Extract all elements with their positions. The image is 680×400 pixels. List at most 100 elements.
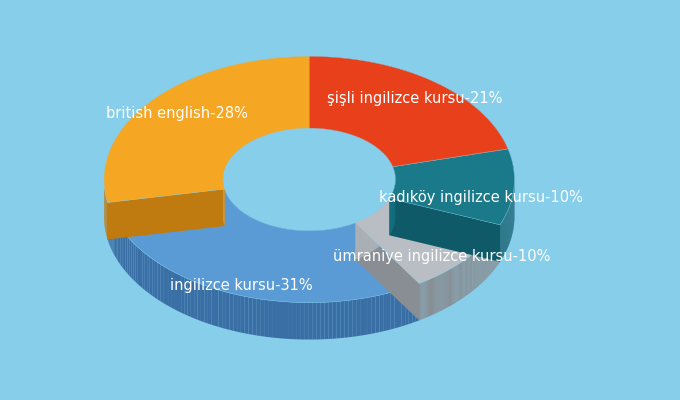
Polygon shape [152,259,155,298]
Polygon shape [460,262,461,300]
Polygon shape [245,214,247,252]
Polygon shape [234,204,235,242]
Polygon shape [205,285,208,324]
Polygon shape [318,230,319,268]
Polygon shape [297,230,299,267]
Polygon shape [478,249,479,286]
Polygon shape [309,56,508,167]
Polygon shape [284,228,286,266]
Polygon shape [329,229,330,266]
Polygon shape [280,301,284,339]
Polygon shape [129,239,131,278]
Polygon shape [356,299,360,336]
Polygon shape [435,276,436,314]
Polygon shape [316,230,318,268]
Polygon shape [433,277,434,314]
Polygon shape [166,268,169,306]
Polygon shape [238,208,239,246]
Polygon shape [456,265,458,302]
Polygon shape [322,230,324,267]
Polygon shape [330,229,333,266]
Polygon shape [295,230,297,267]
Polygon shape [172,271,175,310]
Polygon shape [402,288,405,326]
Polygon shape [475,252,476,289]
Polygon shape [324,302,328,339]
Polygon shape [428,280,429,317]
Polygon shape [253,218,254,256]
Polygon shape [483,244,484,281]
Polygon shape [441,273,442,311]
Polygon shape [471,255,472,292]
Polygon shape [438,275,439,312]
Polygon shape [335,228,337,265]
Polygon shape [327,230,329,266]
Polygon shape [245,296,248,334]
Polygon shape [443,272,444,310]
Text: british english-28%: british english-28% [106,106,248,121]
Polygon shape [352,299,356,337]
Polygon shape [288,229,290,266]
Polygon shape [290,230,292,267]
Polygon shape [233,203,234,241]
Polygon shape [320,230,322,267]
Polygon shape [356,198,500,284]
Polygon shape [241,296,245,333]
Polygon shape [112,214,114,254]
Polygon shape [337,301,341,338]
Polygon shape [459,263,460,300]
Polygon shape [309,56,508,167]
Polygon shape [124,232,126,272]
Polygon shape [119,226,120,265]
Polygon shape [452,268,453,305]
Polygon shape [339,227,340,265]
Polygon shape [390,149,515,225]
Polygon shape [281,228,282,265]
Polygon shape [387,292,390,330]
Polygon shape [261,222,262,260]
Polygon shape [118,224,119,263]
Polygon shape [474,252,475,290]
Polygon shape [461,262,462,299]
Polygon shape [345,226,347,263]
Polygon shape [360,298,364,336]
Polygon shape [250,217,252,254]
Polygon shape [449,269,450,306]
Polygon shape [301,230,302,268]
Polygon shape [230,200,231,238]
Polygon shape [142,251,145,290]
Polygon shape [257,220,258,258]
Polygon shape [109,207,110,246]
Polygon shape [264,223,265,260]
Polygon shape [110,210,112,249]
Polygon shape [237,208,238,246]
Polygon shape [398,290,402,328]
Polygon shape [454,266,455,304]
Polygon shape [432,278,433,315]
Polygon shape [287,229,288,266]
Polygon shape [208,286,211,325]
Polygon shape [375,295,379,333]
Polygon shape [120,228,122,267]
Polygon shape [115,219,116,258]
Polygon shape [107,189,419,303]
Polygon shape [267,224,268,262]
Polygon shape [356,223,419,320]
Polygon shape [302,231,304,268]
Polygon shape [446,271,447,308]
Polygon shape [462,261,464,298]
Polygon shape [480,247,481,284]
Polygon shape [160,264,163,303]
Polygon shape [276,301,280,338]
Polygon shape [320,302,324,339]
Polygon shape [108,205,109,244]
Polygon shape [445,271,446,309]
Polygon shape [131,241,133,280]
Polygon shape [424,281,426,318]
Polygon shape [324,230,326,267]
Polygon shape [453,267,454,304]
Polygon shape [465,259,466,296]
Polygon shape [163,266,166,305]
Polygon shape [284,302,288,339]
Polygon shape [158,262,160,301]
